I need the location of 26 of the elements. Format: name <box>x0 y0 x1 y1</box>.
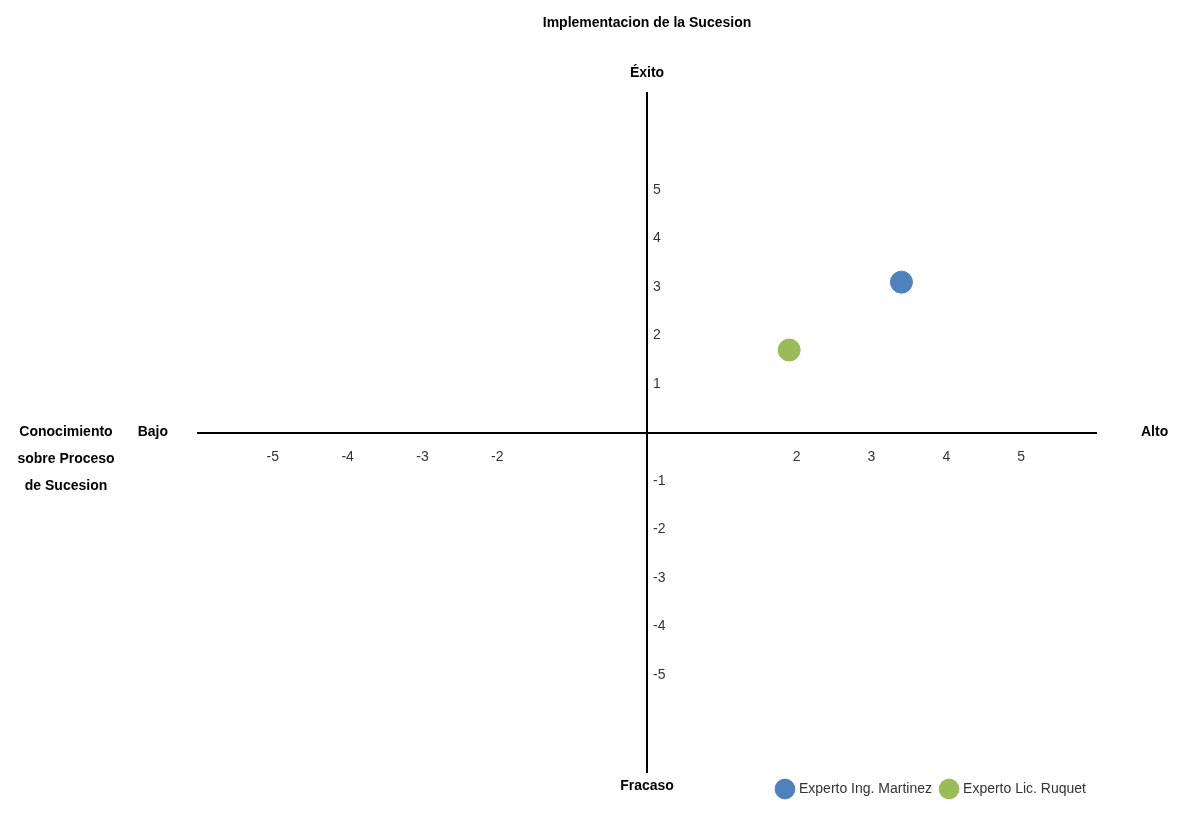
x-tick-label: -4 <box>341 447 355 464</box>
y-tick-label: -1 <box>653 471 666 488</box>
y-tick-label: -3 <box>653 568 666 585</box>
y-tick-label: 4 <box>653 229 661 246</box>
text: Alto <box>1141 423 1169 440</box>
y-tick-label: -5 <box>653 665 666 682</box>
y-tick-label: 2 <box>653 326 661 343</box>
y-tick-label: 5 <box>653 180 661 197</box>
x-tick-label: -3 <box>416 447 429 464</box>
x-tick-label: -2 <box>491 447 504 464</box>
text: Fracaso <box>620 776 674 793</box>
x-tick-label: -5 <box>266 447 280 464</box>
y-tick-label: -2 <box>653 520 666 537</box>
x-tick-label: 5 <box>1017 447 1026 464</box>
y-tick-label: 1 <box>653 374 661 391</box>
x-tick-label: 3 <box>867 447 876 464</box>
legend-label: Experto Ing. Martinez <box>798 779 933 796</box>
text: Bajo <box>137 423 168 440</box>
legend-label: Experto Lic. Ruquet <box>963 779 1087 796</box>
y-tick-label: 3 <box>653 277 661 294</box>
y-tick-label: -4 <box>653 617 666 634</box>
y-axis-title: Implementacion de la Sucesion <box>542 13 752 30</box>
text: Conocimiento sobre Proceso de Sucesion <box>17 423 115 494</box>
x-tick-label: 2 <box>792 447 801 464</box>
text: Éxito <box>629 63 665 80</box>
x-tick-label: 4 <box>942 447 951 464</box>
